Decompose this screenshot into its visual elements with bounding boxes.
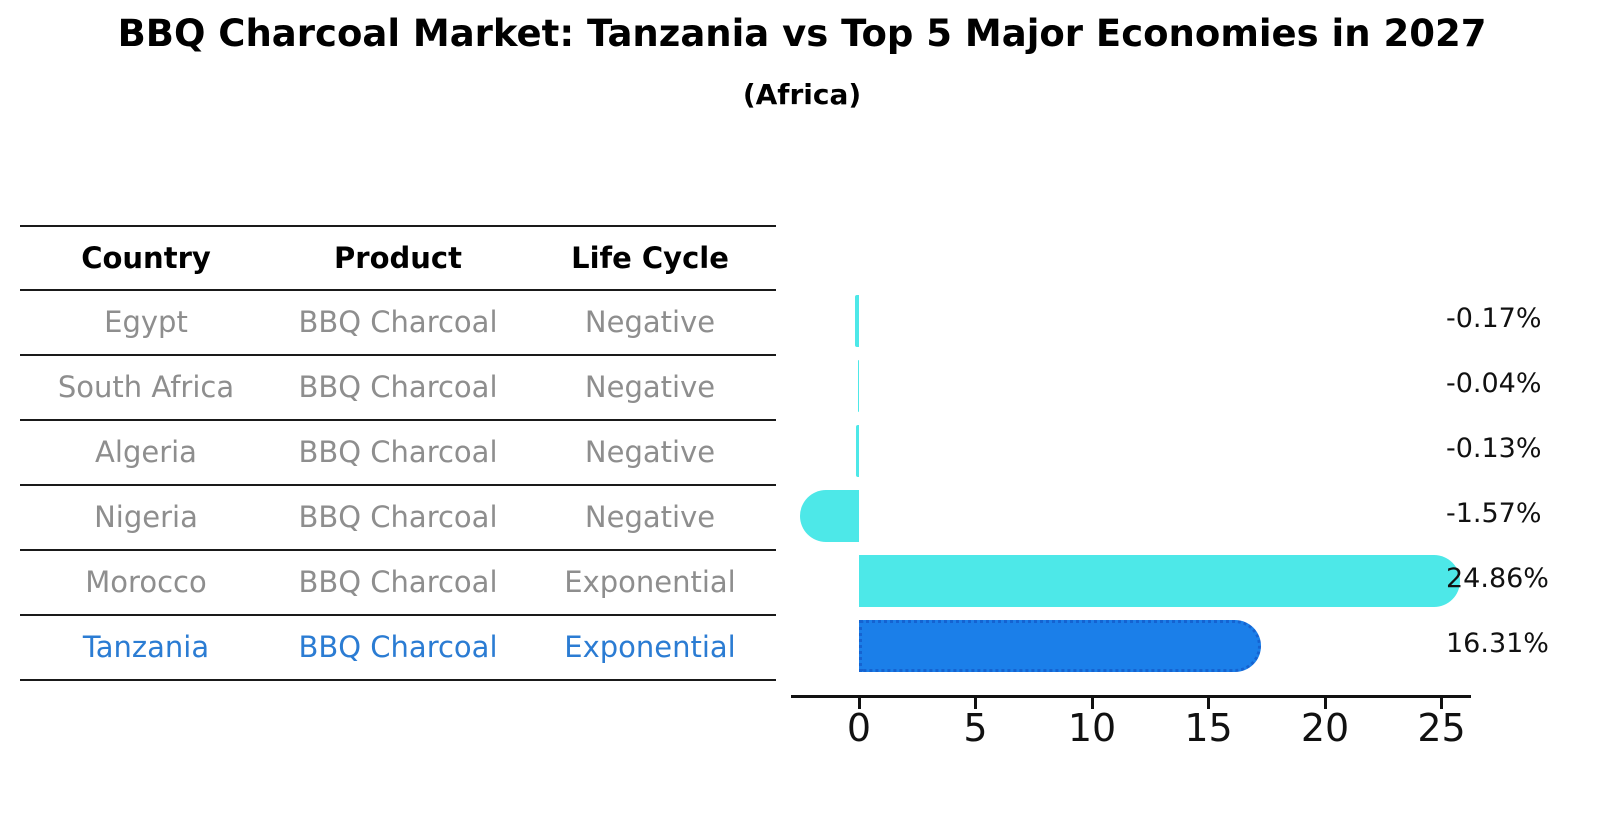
- table-row: South Africa BBQ Charcoal Negative: [20, 354, 776, 419]
- x-axis-tick-label: 10: [1067, 706, 1117, 750]
- cell-product: BBQ Charcoal: [298, 305, 498, 339]
- bar-south-africa: [858, 360, 859, 412]
- value-label: 24.86%: [1446, 563, 1549, 594]
- bar-tanzania: [859, 620, 1262, 672]
- x-axis-tick-mark: [1090, 698, 1094, 709]
- cell-country: Nigeria: [94, 500, 198, 534]
- x-axis-tick-mark: [1323, 698, 1327, 709]
- cell-life-cycle: Exponential: [564, 630, 736, 664]
- cell-product: BBQ Charcoal: [298, 370, 498, 404]
- value-label: -0.17%: [1446, 303, 1542, 334]
- cell-life-cycle: Negative: [584, 500, 716, 534]
- column-header-country: Country: [81, 241, 211, 275]
- cell-life-cycle: Negative: [584, 435, 716, 469]
- column-header-product: Product: [334, 241, 462, 275]
- page-subtitle: (Africa): [742, 78, 862, 111]
- value-label: -0.04%: [1446, 368, 1542, 399]
- value-label: 16.31%: [1446, 628, 1549, 659]
- column-header-life-cycle: Life Cycle: [571, 241, 729, 275]
- table-row: Tanzania BBQ Charcoal Exponential: [20, 614, 776, 679]
- x-axis-tick-label: 20: [1300, 706, 1350, 750]
- cell-country: South Africa: [57, 370, 235, 404]
- bar-egypt: [855, 295, 859, 347]
- cell-country: Egypt: [104, 305, 188, 339]
- x-axis-tick-mark: [1207, 698, 1210, 709]
- table-row: Egypt BBQ Charcoal Negative: [20, 289, 776, 354]
- table-bottom-line: [20, 679, 776, 681]
- cell-country: Morocco: [85, 565, 207, 599]
- value-label: -1.57%: [1446, 498, 1542, 529]
- cell-country: Algeria: [95, 435, 197, 469]
- table-row: Nigeria BBQ Charcoal Negative: [20, 484, 776, 549]
- x-axis-tick-label: 15: [1184, 706, 1233, 750]
- x-axis-line: [791, 695, 1471, 698]
- page-title: BBQ Charcoal Market: Tanzania vs Top 5 M…: [117, 12, 1487, 55]
- cell-life-cycle: Exponential: [564, 565, 736, 599]
- bar-nigeria: [800, 490, 859, 542]
- bar-algeria: [855, 425, 859, 477]
- x-axis-tick-label: 25: [1417, 706, 1466, 750]
- cell-country: Tanzania: [82, 630, 210, 664]
- cell-life-cycle: Negative: [584, 370, 716, 404]
- cell-product: BBQ Charcoal: [298, 500, 498, 534]
- x-axis-tick-mark: [974, 698, 977, 709]
- x-axis-tick-label: 5: [963, 706, 988, 750]
- x-axis-tick-mark: [1440, 698, 1443, 709]
- cell-product: BBQ Charcoal: [298, 435, 498, 469]
- cell-product: BBQ Charcoal: [298, 630, 498, 664]
- x-axis-tick-mark: [857, 698, 861, 709]
- cell-life-cycle: Negative: [584, 305, 716, 339]
- bar-morocco: [859, 555, 1461, 607]
- x-axis-tick-label: 0: [846, 706, 872, 750]
- value-label: -0.13%: [1446, 433, 1542, 464]
- table-row: Morocco BBQ Charcoal Exponential: [20, 549, 776, 614]
- table-header-row: Country Product Life Cycle: [20, 225, 776, 289]
- cell-product: BBQ Charcoal: [298, 565, 498, 599]
- table-row: Algeria BBQ Charcoal Negative: [20, 419, 776, 484]
